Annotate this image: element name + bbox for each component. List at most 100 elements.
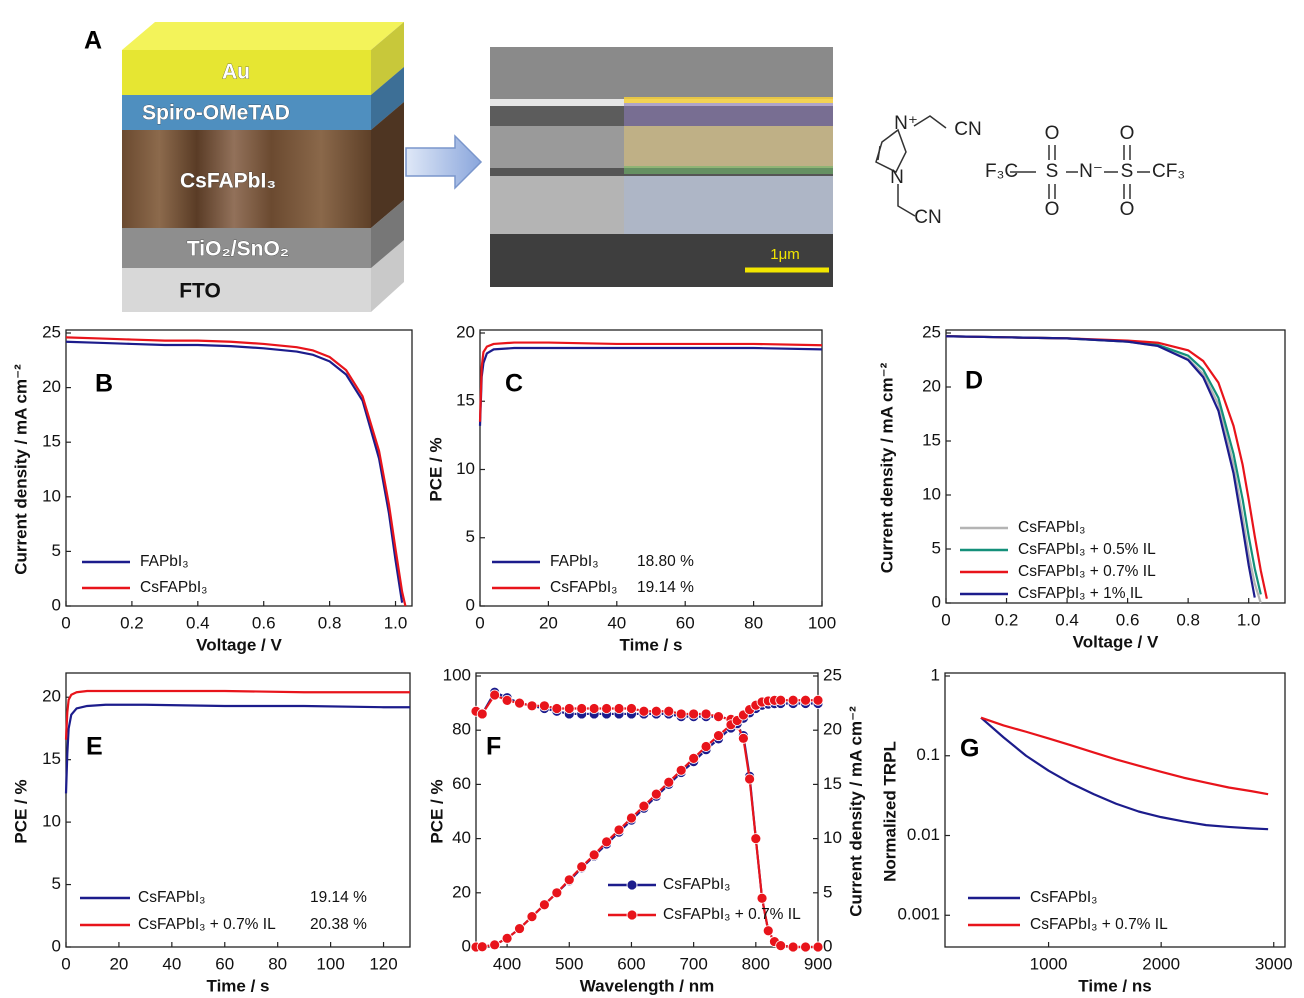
y-tick-label: 20 xyxy=(922,376,941,395)
sem-overlay xyxy=(624,103,833,126)
panel-label: C xyxy=(505,370,523,398)
y-tick-label: 0.1 xyxy=(916,745,940,764)
legend-label: CsFAPbI₃ + 0.7% IL xyxy=(1030,916,1168,933)
atom-label: N⁻ xyxy=(1079,161,1103,182)
y-tick-label: 10 xyxy=(922,484,941,503)
x-tick-label: 0 xyxy=(61,954,70,973)
y-axis-label: PCE / % xyxy=(427,779,446,843)
x-tick-label: 1.0 xyxy=(384,613,408,632)
legend-label: CsFAPbI₃ + 1% IL xyxy=(1018,585,1143,602)
y-tick-label: 40 xyxy=(452,828,471,847)
device-stack: Au Spiro-OMeTAD CsFAPbI₃ TiO₂/SnO₂ FTO A xyxy=(84,22,404,312)
legend-label: CsFAPbI₃ xyxy=(140,579,207,596)
data-point xyxy=(577,704,587,714)
x-tick-label: 0.6 xyxy=(252,613,276,632)
data-point xyxy=(788,695,798,705)
x-tick-label: 500 xyxy=(555,954,583,973)
x-tick-label: 60 xyxy=(676,613,695,632)
data-point xyxy=(664,706,674,716)
y-axis-label: Current density / mA cm⁻² xyxy=(11,364,30,575)
y-tick-label: 25 xyxy=(922,322,941,341)
data-point xyxy=(801,942,811,952)
y2-tick-label: 25 xyxy=(823,665,842,684)
layer-label: FTO xyxy=(179,280,221,303)
data-point xyxy=(763,926,773,936)
atom-label: F₃C xyxy=(985,161,1018,182)
chart-panel: 4005006007008009000204060801000510152025… xyxy=(427,665,865,995)
x-tick-label: 0.2 xyxy=(120,613,144,632)
y-tick-label: 15 xyxy=(922,430,941,449)
x-tick-label: 0.8 xyxy=(1176,610,1200,629)
data-point xyxy=(714,712,724,722)
panel-label: B xyxy=(95,370,113,398)
y-tick-label: 5 xyxy=(52,874,61,893)
sem-overlay xyxy=(624,166,833,174)
panel-label: F xyxy=(486,733,501,761)
sem-overlay xyxy=(624,97,833,103)
series-line xyxy=(946,336,1267,598)
data-point xyxy=(651,706,661,716)
data-point xyxy=(477,709,487,719)
y-tick-label: 0.01 xyxy=(907,825,940,844)
data-point xyxy=(502,695,512,705)
y2-tick-label: 0 xyxy=(823,936,832,955)
x-axis-label: Voltage / V xyxy=(196,635,282,654)
data-point xyxy=(813,695,823,705)
y-tick-label: 15 xyxy=(42,749,61,768)
legend-annotation: 18.80 % xyxy=(637,553,694,570)
legend-label: CsFAPbI₃ xyxy=(550,579,617,596)
y-tick-label: 10 xyxy=(42,486,61,505)
sem-image: 1μm xyxy=(490,47,833,287)
y-tick-label: 0.001 xyxy=(897,905,940,924)
scale-bar-label: 1μm xyxy=(770,246,799,263)
series-line xyxy=(66,691,410,740)
atom-label: O xyxy=(1045,199,1060,220)
data-point xyxy=(552,888,562,898)
series-line xyxy=(480,343,822,422)
data-point xyxy=(757,893,767,903)
plot-frame xyxy=(66,330,412,606)
bond xyxy=(914,116,946,128)
y-tick-label: 0 xyxy=(52,936,61,955)
legend-marker xyxy=(627,880,637,890)
atom-label: O xyxy=(1045,123,1060,144)
data-point xyxy=(801,695,811,705)
y2-tick-label: 10 xyxy=(823,828,842,847)
data-point xyxy=(626,704,636,714)
legend-annotation: 19.14 % xyxy=(637,579,694,596)
y-axis-label: Normalized TRPL xyxy=(880,741,899,882)
x-axis-label: Voltage / V xyxy=(1073,632,1159,651)
atom-label: O xyxy=(1120,199,1135,220)
x-tick-label: 0 xyxy=(475,613,484,632)
legend-label: CsFAPbI₃ + 0.7% IL xyxy=(138,916,276,933)
y2-axis-label: Current density / mA cm⁻² xyxy=(846,706,865,917)
x-axis-label: Time / s xyxy=(207,976,270,995)
y-tick-label: 1 xyxy=(931,665,940,684)
x-tick-label: 100 xyxy=(316,954,344,973)
sem-top xyxy=(490,47,833,99)
series-line xyxy=(66,705,410,794)
y-axis-label: Current density / mA cm⁻² xyxy=(877,362,896,573)
bond xyxy=(898,184,915,216)
data-point xyxy=(589,704,599,714)
x-tick-label: 700 xyxy=(679,954,707,973)
data-point xyxy=(490,690,500,700)
figure: Au Spiro-OMeTAD CsFAPbI₃ TiO₂/SnO₂ FTO A… xyxy=(0,0,1304,998)
series-line xyxy=(981,718,1268,829)
data-point xyxy=(515,698,525,708)
atom-label: N⁺ xyxy=(894,113,918,134)
x-tick-label: 2000 xyxy=(1142,954,1180,973)
x-tick-label: 900 xyxy=(804,954,832,973)
x-tick-label: 120 xyxy=(369,954,397,973)
atom-label: CN xyxy=(954,119,981,140)
data-point xyxy=(502,933,512,943)
x-tick-label: 0 xyxy=(941,610,950,629)
panel-label: A xyxy=(84,27,102,55)
atom-label: S xyxy=(1121,161,1134,182)
legend-annotation: 20.38 % xyxy=(310,916,367,933)
series-line xyxy=(480,348,822,426)
legend-label: CsFAPbI₃ + 0.5% IL xyxy=(1018,541,1156,558)
arrow xyxy=(406,136,481,188)
